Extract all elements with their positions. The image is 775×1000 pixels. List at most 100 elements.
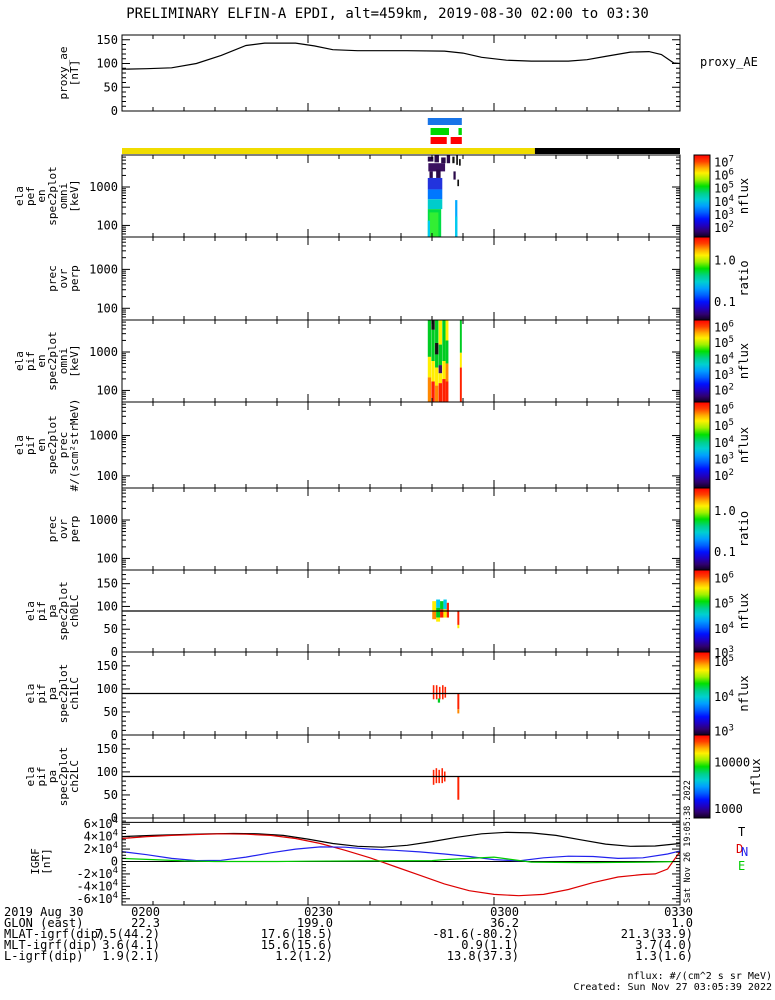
spectrogram-bin	[427, 189, 443, 200]
spectrogram-bin	[456, 155, 458, 165]
bottom-row-value: 7.5(44.2)	[95, 927, 160, 941]
colorbar	[693, 651, 711, 736]
colorbar-tick-label: 0.1	[714, 545, 736, 559]
bottom-row-value: 36.2	[490, 916, 519, 930]
spectrogram-bin	[435, 320, 439, 343]
y-axis-label-line: ela	[13, 186, 26, 206]
side-timestamp: Sat Nov 26 19:05:38 2022	[683, 780, 693, 903]
colorbar-tick-label: 105	[714, 596, 734, 611]
spectrogram-bin	[442, 361, 446, 380]
y-axis-label-line: ela	[24, 767, 37, 787]
spectrogram-bin	[438, 383, 443, 402]
y-axis-label-line: en	[35, 438, 48, 451]
y-axis-label-line: ela	[24, 684, 37, 704]
y-axis-label-line: spec2plot	[57, 581, 70, 641]
spectrogram-bin	[446, 155, 451, 164]
bottom-row-value: 13.8(37.3)	[447, 949, 519, 963]
y-tick-label: 1000	[89, 345, 118, 359]
y-axis-label-line: prec	[46, 516, 59, 543]
spectrogram-bin	[431, 361, 435, 382]
spectrogram-bin	[443, 599, 447, 610]
spectrogram-bin	[459, 352, 462, 368]
colorbar-tick-label: 106	[714, 319, 734, 334]
colorbar-tick-label: 10000	[714, 755, 750, 769]
y-axis-label-line: proxy_ae	[57, 47, 70, 100]
colorbar-unit-label: nflux	[749, 758, 763, 794]
spectrogram-bin	[455, 216, 458, 237]
y-axis-label-line: [keV]	[68, 179, 81, 212]
bottom-row-value: 1.3(1.6)	[635, 949, 693, 963]
y-axis-label-line: ovr	[57, 268, 70, 288]
spectrogram-bin	[432, 611, 437, 620]
bottom-row-value: 1.0	[671, 916, 693, 930]
spectrogram-bin	[436, 617, 441, 622]
spectrogram-bin	[432, 769, 435, 785]
spectrogram-bin	[432, 685, 435, 700]
y-axis-label-line: ela	[24, 601, 37, 621]
y-tick-label: 100	[96, 469, 118, 483]
spectrogram-bin	[435, 685, 438, 700]
colorbar-tick-label: 102	[714, 220, 734, 235]
y-axis-label-line: ovr	[57, 519, 70, 539]
spectrogram-bin	[442, 320, 446, 361]
colorbar	[693, 154, 711, 238]
spectrogram-bin	[435, 385, 439, 402]
colorbar-tick-label: 105	[714, 418, 734, 433]
colorbar-tick-label: 1.0	[714, 253, 736, 267]
y-tick-label: 0	[111, 645, 118, 659]
spectrogram-bin	[435, 367, 439, 386]
bottom-row-value: 0200	[131, 905, 160, 919]
panel-frame	[121, 319, 681, 403]
y-axis-label-line: spec2plot	[46, 166, 59, 226]
bottom-row-label: MLT-igrf(dip)	[4, 938, 98, 952]
blue-availability-bar	[427, 118, 462, 125]
spectrogram-bin	[429, 212, 439, 237]
spectrogram-bin	[446, 602, 449, 618]
footer-flux-units: nflux: #/(cm^2 s sr MeV)	[627, 971, 773, 982]
colorbar-unit-label: nflux	[737, 178, 751, 214]
y-axis-label-line: perp	[68, 516, 81, 543]
y-tick-label: 150	[96, 742, 118, 756]
y-tick-label: -2×104	[76, 866, 118, 881]
colorbar-unit-label: nflux	[737, 343, 751, 379]
spectrogram-bin	[437, 698, 441, 703]
colorbar	[693, 569, 711, 653]
y-tick-label: -6×104	[76, 891, 118, 906]
colorbar-tick-label: 107	[714, 154, 734, 169]
spectrogram-bin	[438, 373, 443, 384]
bottom-row-value: 199.0	[297, 916, 333, 930]
y-tick-label: 100	[96, 57, 118, 71]
colorbar-unit-label: nflux	[737, 593, 751, 629]
panel-p4: 1001000elapifenspec2plotomni[keV]1061051…	[13, 319, 751, 403]
series-E	[121, 856, 681, 864]
y-axis-label-line: ch0LC	[68, 594, 81, 627]
y-tick-label: 50	[104, 788, 118, 802]
colorbar-tick-label: 105	[714, 181, 734, 196]
colorbar-tick-label: 105	[714, 654, 734, 669]
spectrogram-bin	[428, 163, 446, 172]
y-tick-label: 1000	[89, 429, 118, 443]
bottom-row-value: 1.2(1.2)	[275, 949, 333, 963]
y-axis-label-line: pa	[46, 770, 59, 783]
spectrogram-bin	[445, 340, 449, 364]
y-tick-label: 100	[96, 599, 118, 613]
spectrogram-bin	[457, 179, 460, 187]
spectrogram-bin	[427, 199, 443, 210]
spectrogram-bin	[445, 320, 449, 341]
igrf-legend-N: N	[741, 845, 748, 859]
y-axis-label-line: pif	[35, 601, 48, 621]
colorbar-tick-label: 106	[714, 570, 734, 585]
y-axis-label-line: ela	[13, 351, 26, 371]
y-tick-label: 2×104	[84, 841, 118, 856]
colorbar-tick-label: 106	[714, 168, 734, 183]
spectrogram-bin	[435, 354, 439, 368]
y-tick-label: 0	[111, 728, 118, 742]
science-zone-bar	[122, 148, 535, 154]
igrf-legend-T: T	[738, 825, 745, 839]
spectrogram-bin	[457, 611, 460, 625]
spectrogram-bin	[427, 220, 431, 237]
spectrogram-bin	[457, 709, 460, 714]
